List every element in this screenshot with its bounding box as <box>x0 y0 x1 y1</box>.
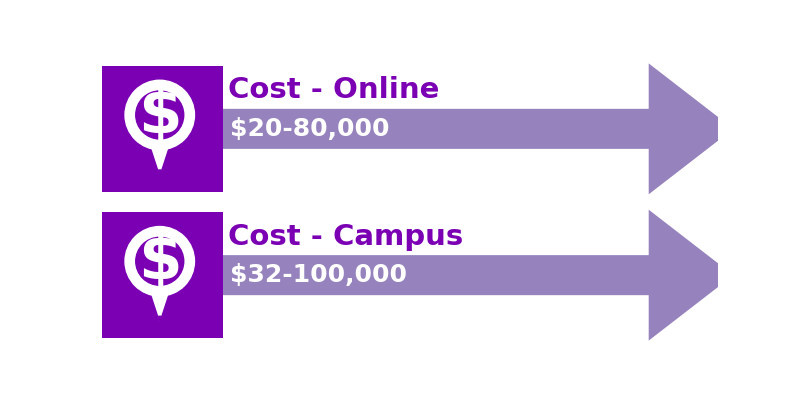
Circle shape <box>125 226 194 296</box>
Circle shape <box>125 80 194 150</box>
Text: $: $ <box>138 231 182 291</box>
Text: $20-80,000: $20-80,000 <box>230 117 390 141</box>
Text: Cost - Campus: Cost - Campus <box>228 222 463 250</box>
Polygon shape <box>219 210 734 341</box>
Polygon shape <box>147 282 172 321</box>
Polygon shape <box>147 136 172 174</box>
Text: $32-100,000: $32-100,000 <box>230 263 407 287</box>
Ellipse shape <box>156 316 163 321</box>
FancyBboxPatch shape <box>97 212 223 338</box>
Polygon shape <box>219 63 734 194</box>
Ellipse shape <box>156 169 163 174</box>
Text: $: $ <box>138 85 182 145</box>
FancyBboxPatch shape <box>97 66 223 192</box>
Text: Cost - Online: Cost - Online <box>228 76 440 104</box>
Circle shape <box>136 91 184 139</box>
Circle shape <box>136 237 184 285</box>
